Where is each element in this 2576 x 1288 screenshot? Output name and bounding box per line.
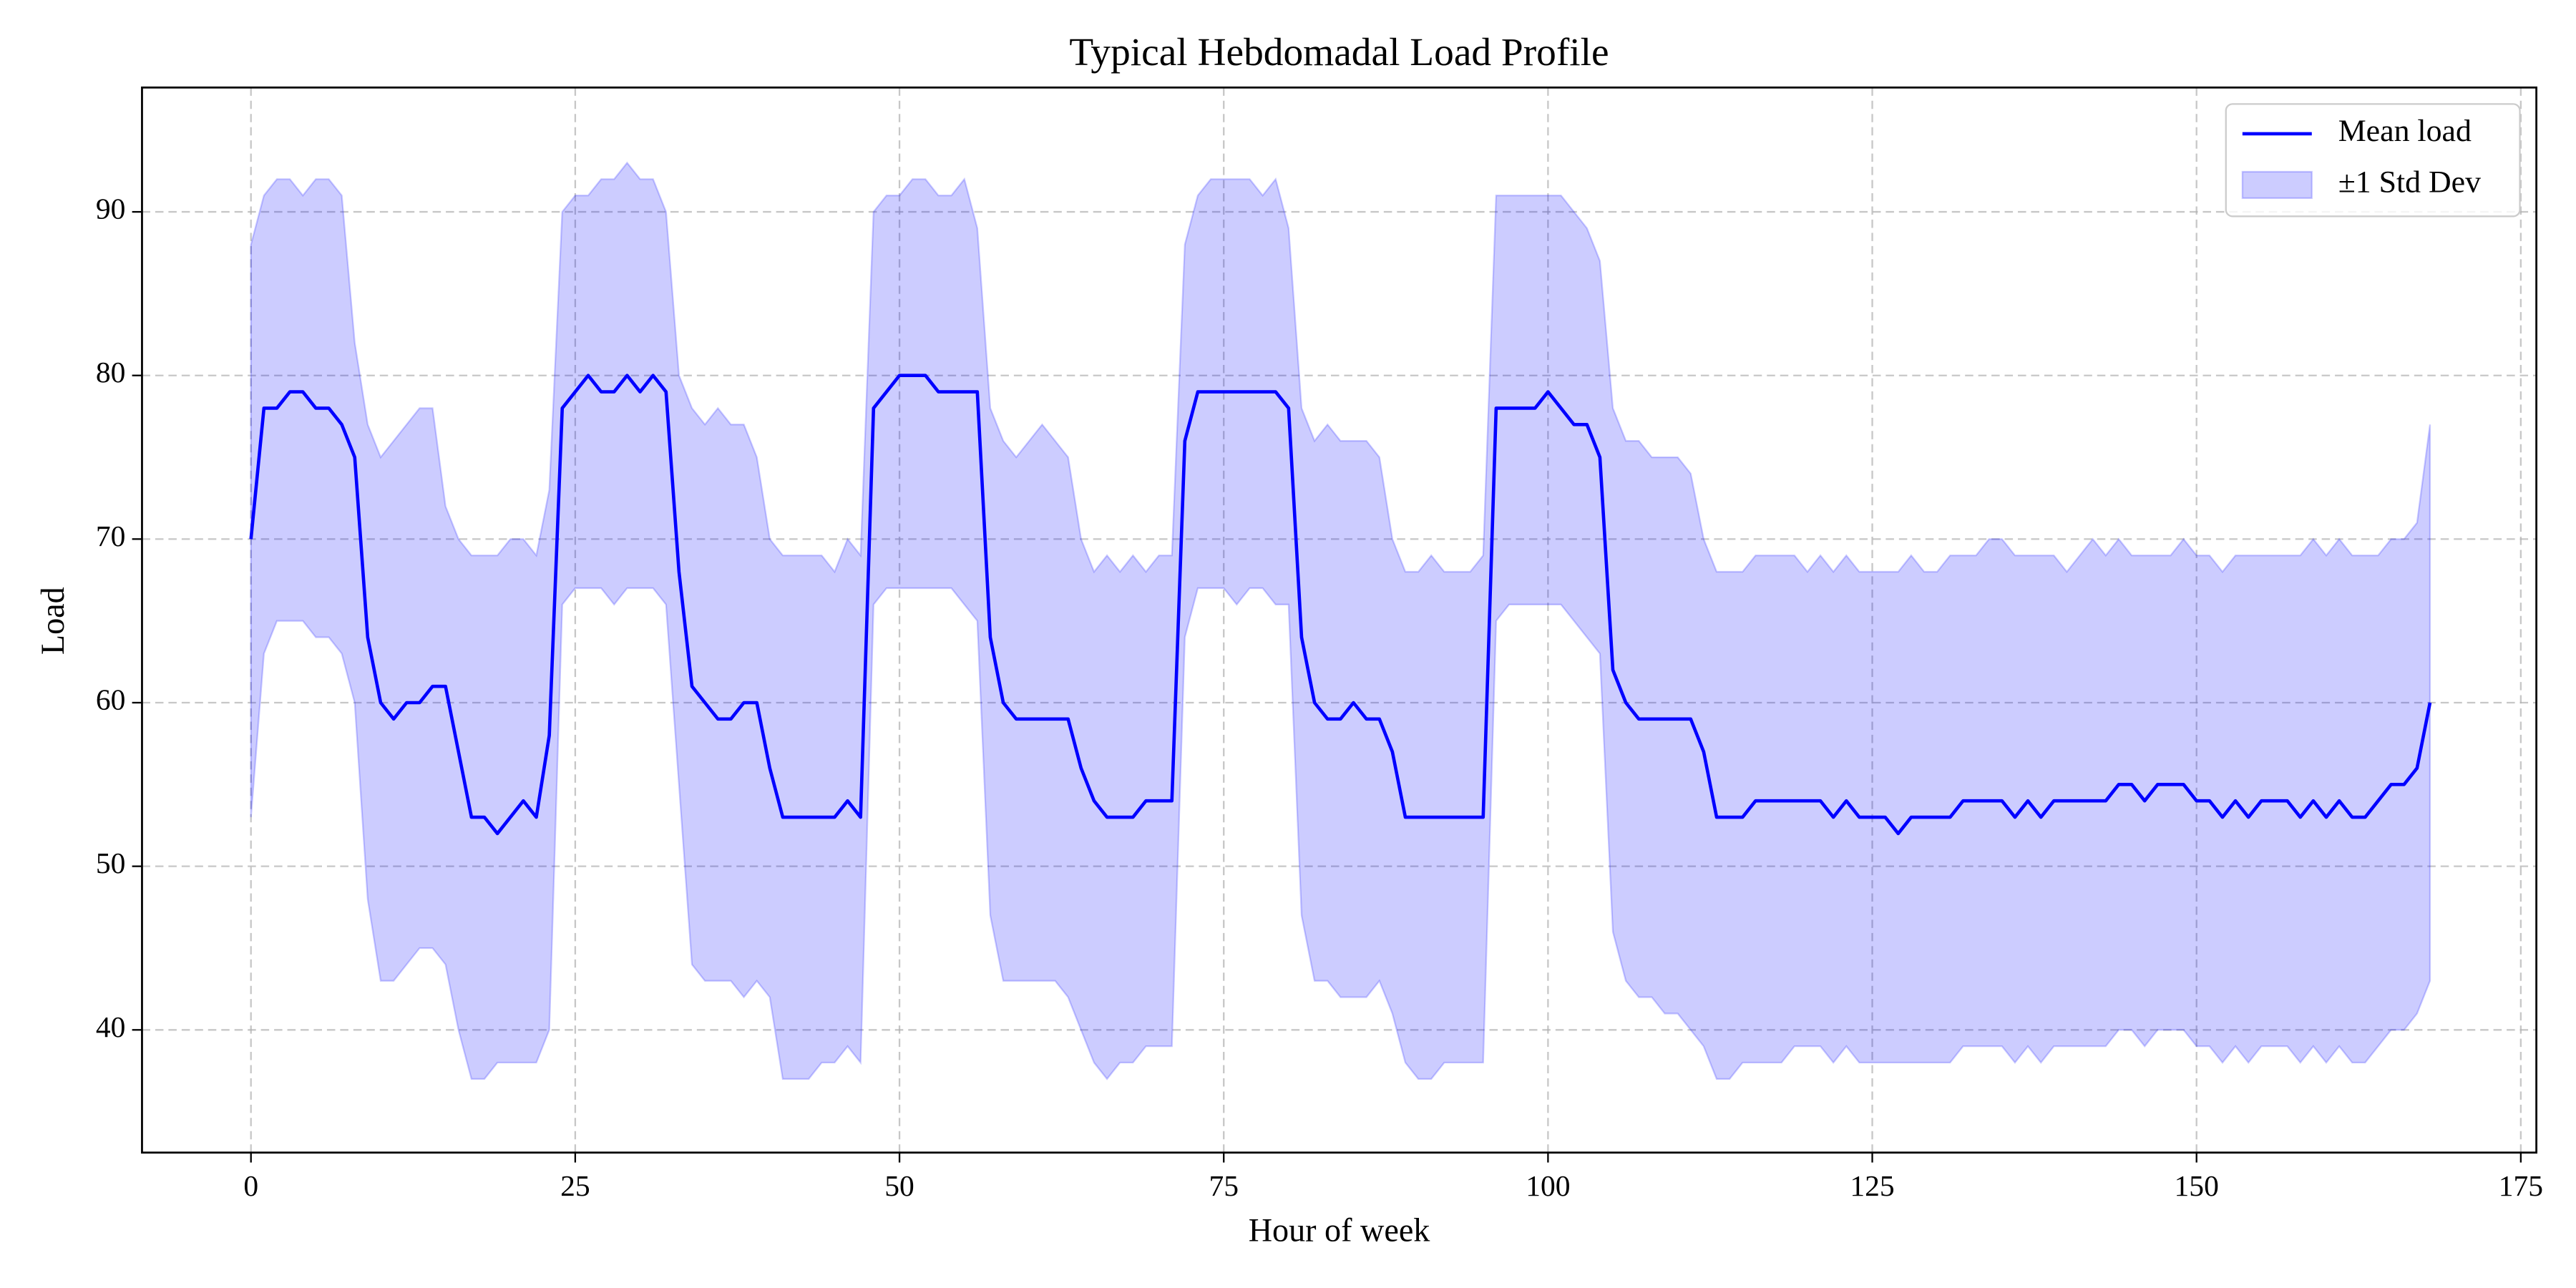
x-tick-label: 25 (560, 1169, 590, 1202)
x-tick-label: 75 (1209, 1169, 1239, 1202)
x-tick-label: 50 (884, 1169, 914, 1202)
y-tick-label: 50 (96, 847, 126, 879)
y-axis-label: Load (34, 587, 71, 655)
x-tick-label: 175 (2499, 1169, 2543, 1202)
x-tick-label: 125 (1850, 1169, 1894, 1202)
chart-title: Typical Hebdomadal Load Profile (1069, 30, 1609, 74)
y-tick-label: 70 (96, 519, 126, 552)
x-axis-label: Hour of week (1249, 1211, 1431, 1248)
y-tick-label: 40 (96, 1010, 126, 1043)
mean-line (249, 374, 2432, 836)
legend-swatch (2241, 170, 2313, 200)
x-tick-label: 0 (243, 1169, 258, 1202)
axes-frame (141, 86, 2537, 1154)
y-tick-label: 90 (96, 192, 126, 225)
y-tick-label: 60 (96, 683, 126, 716)
y-tick-label: 80 (96, 356, 126, 389)
x-tick-label: 150 (2175, 1169, 2219, 1202)
legend-label: Mean load (2338, 114, 2472, 148)
legend-label: ±1 Std Dev (2338, 165, 2481, 200)
x-tick-label: 100 (1526, 1169, 1570, 1202)
std-band (250, 161, 2431, 1080)
